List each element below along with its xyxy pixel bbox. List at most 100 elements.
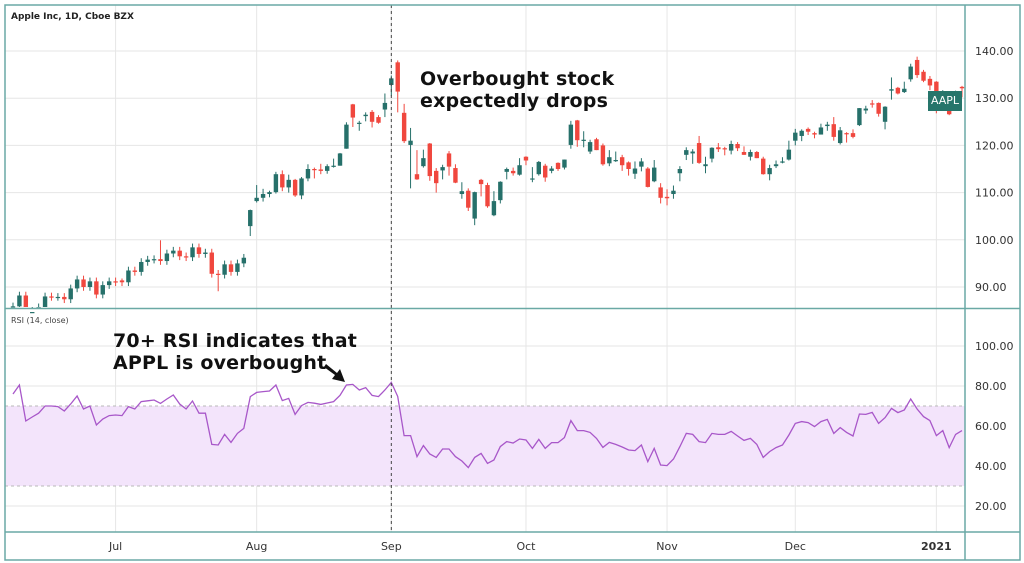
time-axis[interactable]: Jul Aug Sep Oct Nov Dec 2021: [108, 540, 952, 553]
candle: [914, 56, 920, 78]
candle-body: [203, 252, 208, 254]
rsi-title: RSI (14, close): [11, 316, 69, 325]
time-tick-label: Nov: [656, 540, 678, 553]
price-axis[interactable]: 140.00 130.00 120.00 110.00 100.00 90.00: [975, 45, 1014, 294]
candle: [632, 161, 638, 179]
candle-body: [190, 247, 195, 258]
candle-body: [286, 179, 291, 188]
candle: [414, 150, 420, 180]
candle: [728, 140, 734, 155]
candle-body: [754, 152, 760, 159]
candle-body: [267, 192, 272, 195]
candle: [215, 270, 221, 292]
candle: [331, 158, 336, 168]
candle: [645, 167, 651, 188]
candle-body: [139, 261, 144, 272]
candle: [177, 246, 182, 261]
candle-body: [434, 170, 439, 184]
candle: [363, 112, 368, 122]
candle: [825, 121, 830, 131]
price-annotation-line: Overbought stock: [420, 68, 615, 90]
candle: [145, 255, 150, 266]
candle-body: [17, 295, 22, 307]
candle-body: [49, 296, 54, 298]
candle-body: [728, 143, 734, 151]
candle-body: [478, 179, 484, 185]
candle: [716, 143, 721, 153]
candle-body: [62, 296, 67, 300]
candle: [350, 103, 356, 127]
candle-body: [889, 89, 894, 91]
candle: [357, 120, 362, 131]
candle: [831, 117, 836, 141]
candle-body: [414, 174, 420, 180]
candle: [81, 275, 86, 291]
candle: [754, 151, 760, 159]
candle-body: [324, 166, 330, 171]
price-tick-label: 120.00: [975, 139, 1014, 152]
candle: [523, 156, 529, 166]
candle: [530, 167, 535, 183]
candle-body: [575, 120, 580, 141]
candle-body: [305, 169, 311, 179]
candle: [446, 151, 452, 176]
time-tick-label: Oct: [516, 540, 536, 553]
candle: [652, 160, 657, 183]
candle: [472, 191, 477, 226]
candle: [805, 127, 811, 136]
candle: [119, 278, 125, 287]
rsi-tick-label: 100.00: [975, 340, 1014, 353]
candle-body: [241, 257, 247, 264]
candle: [369, 110, 375, 128]
candle-body: [106, 281, 112, 286]
candle: [299, 177, 304, 200]
candle: [466, 188, 471, 212]
candle: [100, 281, 105, 299]
candle-body: [594, 139, 599, 151]
candle-body: [81, 279, 86, 287]
rsi-tick-label: 80.00: [975, 380, 1007, 393]
candle-body: [466, 190, 471, 208]
candle-body: [350, 104, 356, 118]
candle: [267, 190, 272, 198]
candle-body: [908, 66, 913, 80]
candle: [453, 164, 458, 184]
time-tick-label: 2021: [921, 540, 952, 553]
candle-body: [761, 158, 766, 175]
candle: [748, 149, 753, 161]
candle: [376, 115, 381, 124]
candle: [344, 122, 349, 149]
candle: [863, 105, 869, 114]
candlestick-series: [10, 56, 965, 314]
candle: [23, 291, 29, 307]
candle: [613, 151, 618, 162]
candle-body: [401, 112, 407, 142]
candle: [889, 77, 894, 100]
candle: [440, 164, 445, 180]
rsi-annotation: 70+ RSI indicates that APPL is overbough…: [113, 330, 357, 374]
candle: [113, 277, 118, 287]
candle: [587, 139, 593, 154]
candle-body: [369, 111, 375, 122]
candle-body: [55, 296, 61, 299]
candle: [171, 246, 176, 258]
candle: [857, 108, 862, 127]
candle: [575, 119, 580, 147]
candle-body: [280, 174, 285, 188]
candle: [68, 284, 73, 304]
rsi-axis[interactable]: 100.00 80.00 60.00 40.00 20.00: [975, 340, 1014, 513]
candle-body: [543, 165, 548, 178]
price-annotation-line: expectedly drops: [420, 90, 609, 112]
candle-body: [863, 108, 869, 111]
candle: [543, 163, 548, 182]
candle: [260, 188, 266, 202]
candle: [594, 137, 599, 151]
candle-body: [145, 259, 150, 262]
candle-body: [895, 87, 901, 94]
candle-body: [741, 152, 747, 155]
candle: [517, 158, 522, 176]
candle: [273, 171, 279, 194]
candle: [254, 185, 259, 203]
candle-body: [831, 124, 836, 137]
